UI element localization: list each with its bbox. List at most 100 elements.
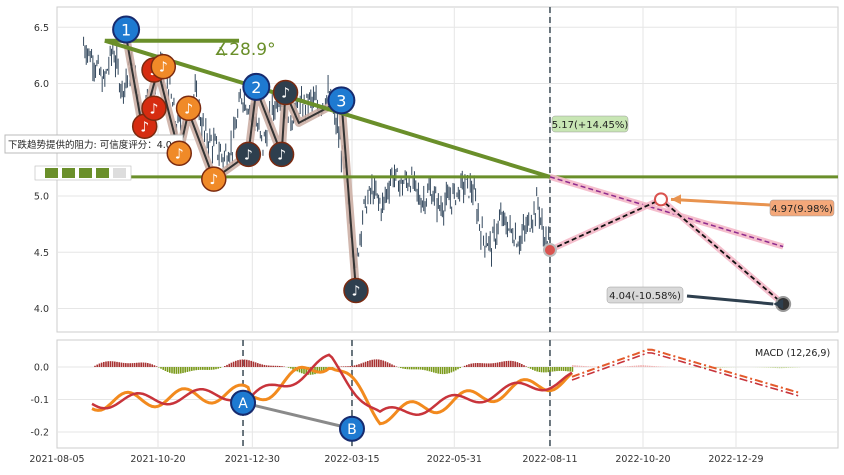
macd-bar <box>193 367 195 370</box>
macd-bar <box>279 366 281 367</box>
macd-bar <box>503 361 505 367</box>
macd-bar <box>481 363 483 367</box>
macd-bar <box>550 367 552 372</box>
macd-bar <box>385 361 387 367</box>
divergence-marker-label: B <box>347 422 357 438</box>
macd-bar <box>451 367 453 372</box>
x-tick-label: 2022-08-11 <box>522 454 577 465</box>
macd-bar-forecast <box>629 366 631 367</box>
macd-bar <box>495 363 497 367</box>
macd-bar <box>558 367 560 371</box>
note-marker-glyph: ♪ <box>352 284 361 300</box>
macd-bar <box>556 367 558 371</box>
macd-bar-forecast <box>653 366 655 367</box>
forecast-mid-point <box>655 193 667 205</box>
x-tick-label: 2022-03-15 <box>324 454 379 465</box>
macd-bar <box>530 367 532 369</box>
macd-bar <box>486 363 488 367</box>
macd-bar <box>105 361 107 367</box>
macd-bar-forecast <box>651 366 653 367</box>
macd-bar <box>525 366 527 367</box>
macd-bar <box>343 366 345 367</box>
macd-bar <box>138 363 140 367</box>
note-marker-glyph: ♪ <box>159 60 168 76</box>
macd-bar <box>484 363 486 367</box>
macd-bar-forecast <box>770 367 772 368</box>
macd-bar <box>378 359 380 367</box>
divergence-marker-label: A <box>238 396 248 412</box>
macd-bar <box>543 367 545 372</box>
macd-bar <box>224 366 226 367</box>
score-badge <box>45 168 58 178</box>
macd-bar <box>552 367 554 372</box>
macd-bar <box>275 366 277 367</box>
macd-bar <box>380 360 382 367</box>
note-marker-glyph: ♪ <box>281 86 290 102</box>
macd-bar <box>475 363 477 367</box>
macd-bar <box>424 367 426 370</box>
macd-bar <box>121 363 123 367</box>
macd-bar <box>173 367 175 374</box>
macd-bar <box>492 363 494 367</box>
note-marker-glyph: ♪ <box>150 101 159 117</box>
price-y-tick-label: 5.0 <box>34 192 49 203</box>
score-badge <box>96 168 109 178</box>
macd-bar <box>477 363 479 367</box>
macd-bar <box>490 363 492 367</box>
price-y-tick-label: 4.0 <box>34 304 49 315</box>
macd-bar <box>132 363 134 367</box>
macd-bar <box>409 367 411 369</box>
macd-bar-forecast <box>658 366 660 367</box>
macd-bar <box>145 363 147 367</box>
macd-bar <box>440 367 442 374</box>
macd-bar <box>360 363 362 367</box>
macd-bar <box>464 366 466 367</box>
macd-bar <box>429 367 431 371</box>
macd-bar <box>422 367 424 370</box>
note-marker-glyph: ♪ <box>209 172 218 188</box>
macd-bar <box>156 366 158 367</box>
x-tick-label: 2022-12-29 <box>708 454 763 465</box>
macd-bar-forecast <box>774 367 776 368</box>
macd-bar <box>290 367 292 369</box>
macd-bar <box>257 363 259 367</box>
macd-bar <box>202 367 204 370</box>
macd-bar <box>407 367 409 369</box>
macd-bar <box>426 367 428 371</box>
macd-bar <box>400 367 402 368</box>
macd-bar <box>435 367 437 373</box>
macd-bar <box>455 367 457 370</box>
macd-bar <box>437 367 439 374</box>
macd-bar <box>349 366 351 367</box>
note-marker-glyph: ♪ <box>184 101 193 117</box>
macd-bar <box>569 367 571 372</box>
forecast-label: 4.04(-10.58%) <box>609 291 681 302</box>
macd-bar <box>226 365 228 367</box>
macd-bar <box>129 363 131 367</box>
macd-bar <box>187 367 189 372</box>
macd-bar <box>167 367 169 372</box>
macd-bar <box>116 362 118 367</box>
macd-bar <box>204 367 206 370</box>
macd-bar <box>195 367 197 370</box>
macd-bar-forecast <box>706 367 708 368</box>
macd-bar-forecast <box>640 365 642 367</box>
macd-bar-forecast <box>768 367 770 368</box>
macd-bar <box>391 364 393 367</box>
macd-bar <box>453 367 455 371</box>
macd-bar-forecast <box>579 366 581 367</box>
macd-bar <box>123 363 125 367</box>
macd-bar <box>374 359 376 367</box>
macd-bar <box>501 362 503 367</box>
macd-bar-forecast <box>583 366 585 367</box>
macd-bar <box>143 363 145 367</box>
macd-bar <box>457 367 459 369</box>
macd-bar <box>341 366 343 367</box>
macd-bar <box>470 364 472 367</box>
macd-bar <box>261 364 263 367</box>
macd-bar <box>404 367 406 369</box>
macd-bar <box>198 367 200 370</box>
macd-bar <box>479 363 481 367</box>
macd-bar <box>165 367 167 371</box>
